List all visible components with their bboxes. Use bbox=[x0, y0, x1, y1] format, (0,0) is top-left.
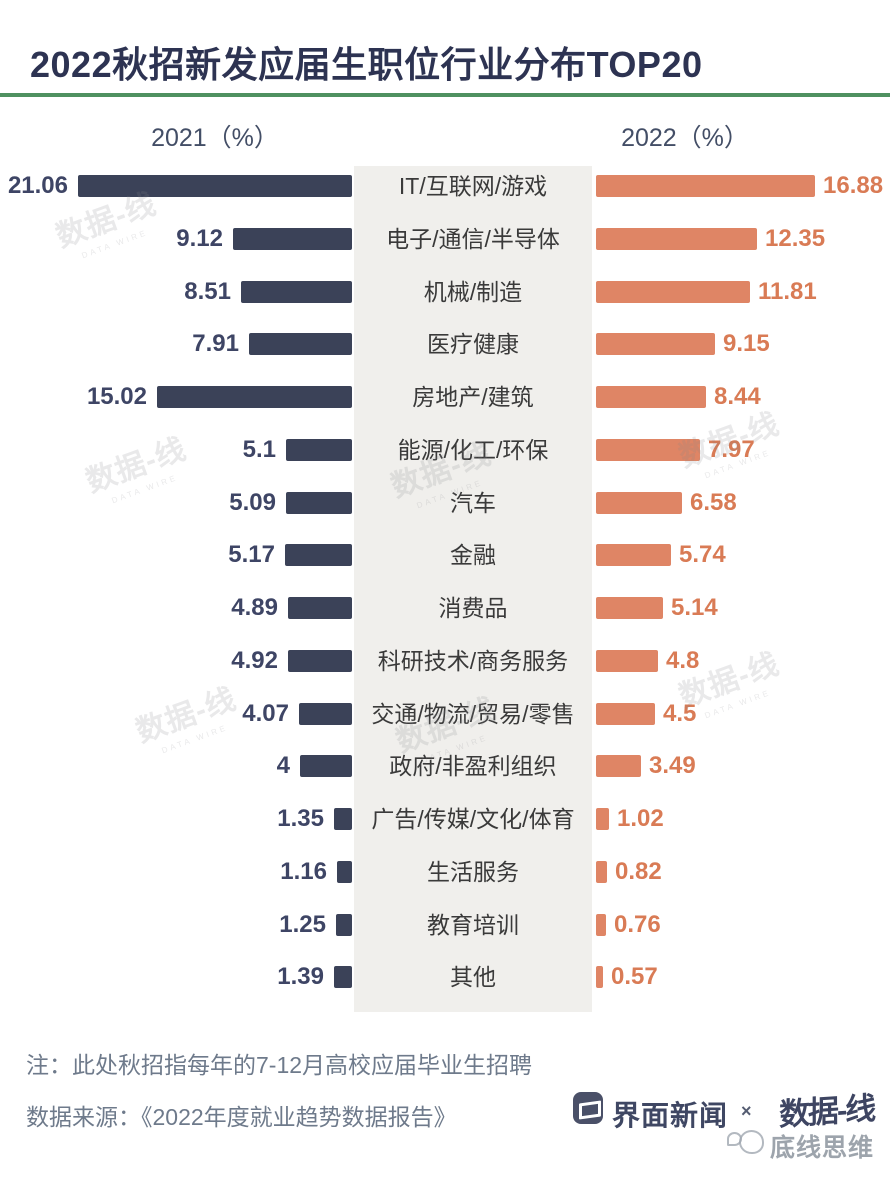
category-label: 金融 bbox=[450, 542, 496, 569]
column-header-2021: 2021（%） bbox=[151, 124, 279, 152]
bar-2021 bbox=[285, 544, 352, 567]
bar-2022 bbox=[596, 386, 706, 408]
bar-2022 bbox=[596, 491, 682, 514]
value-2021: 5.1 bbox=[242, 435, 276, 463]
bar-2021 bbox=[300, 755, 352, 778]
value-2022: 5.14 bbox=[671, 594, 718, 621]
value-2022: 5.74 bbox=[679, 541, 726, 569]
value-2022: 12.35 bbox=[765, 224, 826, 252]
bar-2022 bbox=[596, 227, 757, 250]
bar-2021 bbox=[288, 649, 352, 672]
value-2022: 1.02 bbox=[617, 805, 664, 832]
category-label: 机械/制造 bbox=[423, 278, 523, 305]
value-2021: 4.92 bbox=[231, 646, 278, 674]
value-2021: 4.07 bbox=[242, 699, 289, 727]
bar-2022 bbox=[596, 966, 603, 989]
category-label: 能源/化工/环保 bbox=[397, 436, 549, 463]
bar-2021 bbox=[286, 438, 352, 461]
value-2021: 1.39 bbox=[277, 963, 324, 991]
bar-2022 bbox=[596, 544, 671, 567]
bar-2022 bbox=[596, 755, 641, 778]
jiemian-flag-glyph-icon bbox=[579, 1100, 601, 1120]
bar-2022 bbox=[596, 702, 655, 725]
category-label: 广告/传媒/文化/体育 bbox=[371, 806, 575, 832]
category-label: 交通/物流/贸易/零售 bbox=[371, 700, 575, 727]
bar-2022 bbox=[596, 333, 715, 356]
bar-2022 bbox=[596, 860, 607, 883]
green-divider bbox=[0, 93, 890, 97]
value-2022: 0.76 bbox=[614, 910, 661, 938]
category-label: 政府/非盈利组织 bbox=[389, 753, 557, 780]
value-2022: 0.57 bbox=[611, 963, 658, 991]
datawire-wordmark: 数据-线 bbox=[779, 1090, 875, 1133]
collab-x-separator: × bbox=[741, 1101, 752, 1121]
category-label: 教育培训 bbox=[427, 911, 519, 938]
category-label: 消费品 bbox=[438, 595, 508, 621]
value-2021: 7.91 bbox=[192, 330, 239, 358]
speech-bubbles-icon bbox=[727, 1126, 765, 1158]
bar-2021 bbox=[334, 808, 352, 830]
value-2022: 3.49 bbox=[649, 752, 696, 780]
value-2021: 21.06 bbox=[7, 172, 68, 199]
category-label: 电子/通信/半导体 bbox=[386, 225, 560, 252]
value-2022: 11.81 bbox=[758, 277, 817, 305]
value-2021: 1.35 bbox=[277, 805, 324, 832]
category-label: 汽车 bbox=[450, 489, 496, 516]
bar-2022 bbox=[596, 649, 658, 672]
bar-2022 bbox=[596, 597, 663, 619]
value-2021: 1.16 bbox=[280, 857, 327, 885]
category-label: 医疗健康 bbox=[427, 331, 519, 358]
bar-2021 bbox=[336, 913, 352, 936]
data-source: 数据来源：《2022年度就业趋势数据报告》 bbox=[26, 1104, 457, 1130]
bottomline-watermark: 底线思维 bbox=[770, 1134, 875, 1162]
bar-2021 bbox=[241, 280, 352, 303]
bar-2021 bbox=[334, 966, 352, 989]
category-panel bbox=[354, 166, 592, 1012]
value-2021: 9.12 bbox=[176, 224, 223, 252]
bar-2021 bbox=[233, 227, 352, 250]
value-2021: 5.09 bbox=[229, 488, 276, 516]
category-label: 科研技术/商务服务 bbox=[377, 647, 569, 674]
bar-2022 bbox=[596, 808, 609, 830]
value-2022: 4.8 bbox=[666, 646, 700, 674]
bar-2021 bbox=[288, 597, 352, 619]
bar-2022 bbox=[596, 175, 815, 197]
jiemian-wordmark: 界面新闻 bbox=[612, 1100, 729, 1131]
bar-2022 bbox=[596, 438, 700, 461]
value-2021: 5.17 bbox=[228, 541, 275, 569]
category-label: 房地产/建筑 bbox=[412, 384, 534, 410]
bar-2021 bbox=[78, 175, 352, 197]
bar-2021 bbox=[249, 333, 352, 356]
value-2021: 15.02 bbox=[86, 383, 147, 410]
value-2022: 4.5 bbox=[663, 699, 697, 727]
category-label: 其他 bbox=[450, 964, 496, 991]
bar-2021 bbox=[337, 860, 352, 883]
category-label: IT/互联网/游戏 bbox=[398, 173, 548, 199]
bar-2022 bbox=[596, 913, 606, 936]
value-2022: 7.97 bbox=[708, 435, 755, 463]
category-label: 生活服务 bbox=[427, 858, 519, 885]
value-2022: 6.58 bbox=[690, 488, 737, 516]
value-2022: 0.82 bbox=[615, 857, 662, 885]
page-title: 2022秋招新发应届生职位行业分布TOP20 bbox=[30, 44, 703, 85]
bar-2022 bbox=[596, 280, 750, 303]
jiemian-news-logo-icon bbox=[573, 1092, 603, 1124]
value-2021: 4.89 bbox=[231, 594, 278, 621]
value-2022: 16.88 bbox=[823, 172, 884, 199]
value-2022: 8.44 bbox=[714, 383, 761, 410]
value-2021: 4 bbox=[276, 752, 290, 780]
value-2022: 9.15 bbox=[723, 330, 770, 358]
value-2021: 1.25 bbox=[279, 910, 326, 938]
bar-2021 bbox=[157, 386, 352, 408]
column-header-2022: 2022（%） bbox=[621, 124, 749, 152]
bar-2021 bbox=[286, 491, 352, 514]
footnote: 注：此处秋招指每年的7-12月高校应届毕业生招聘 bbox=[26, 1052, 533, 1078]
value-2021: 8.51 bbox=[184, 277, 231, 305]
bar-2021 bbox=[299, 702, 352, 725]
big-bubble-icon bbox=[739, 1130, 764, 1154]
